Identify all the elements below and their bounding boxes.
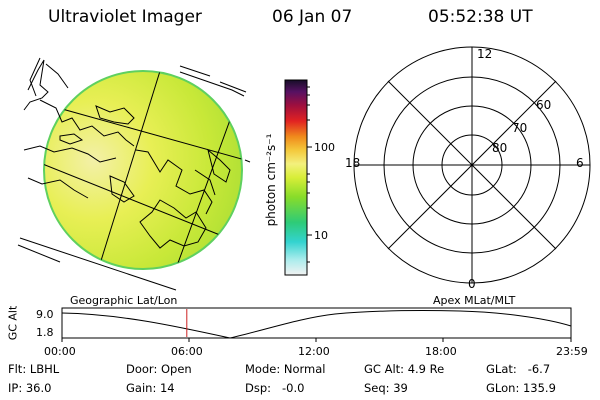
x-tick-1200: 12:00: [298, 345, 330, 358]
colorbar-gradient: [284, 79, 308, 276]
y-tick-1_8: 1.8: [36, 326, 54, 339]
glon-status: GLon: 135.9: [486, 381, 556, 395]
earth-limb: [43, 70, 243, 270]
mlt-label-6: 6: [576, 156, 584, 170]
x-tick-0000: 00:00: [44, 345, 76, 358]
altitude-curve: [61, 309, 572, 339]
gc-alt-status: GC Alt: 4.9 Re: [364, 362, 445, 376]
seq-status: Seq: 39: [364, 381, 408, 395]
coastlines: [23, 59, 245, 249]
gc-alt-axis-title: GC Alt: [6, 305, 20, 341]
altitude-timeline: [61, 307, 572, 342]
glat-status: GLat: -6.7: [486, 362, 551, 376]
x-tick-0600: 06:00: [171, 345, 203, 358]
graticule-outside: [17, 57, 251, 291]
date-label: 06 Jan 07: [272, 7, 353, 27]
gain-status: Gain: 14: [126, 381, 175, 395]
x-tick-2359: 23:59: [556, 345, 588, 358]
earth-disk: [44, 71, 242, 269]
instrument-title: Ultraviolet Imager: [48, 7, 202, 27]
ip-status: IP: 36.0: [8, 381, 52, 395]
door-status: Door: Open: [126, 362, 192, 376]
geographic-latlon-title: Geographic Lat/Lon: [70, 294, 178, 307]
lat-label-60: 60: [536, 98, 552, 112]
colorbar: [284, 79, 312, 276]
time-label: 05:52:38 UT: [428, 7, 533, 27]
apex-mlat-mlt-title: Apex MLat/MLT: [433, 294, 516, 307]
dsp-status: Dsp: -0.0: [245, 381, 305, 395]
timeline-ticks: [61, 338, 572, 342]
filter-status: Flt: LBHL: [8, 362, 60, 376]
colorbar-minor-ticks: [307, 86, 310, 263]
polar-grid: [353, 46, 591, 284]
mlt-label-12: 12: [477, 47, 493, 61]
colorbar-tick-10: 10: [314, 229, 328, 242]
y-tick-9: 9.0: [36, 308, 54, 321]
mlt-label-0: 0: [468, 277, 476, 291]
mlt-label-18: 18: [345, 156, 361, 170]
colorbar-tick-100: 100: [314, 141, 335, 154]
lat-label-70: 70: [512, 121, 528, 135]
colorbar-unit-label: photon cm⁻²s⁻¹: [264, 133, 278, 227]
x-tick-1800: 18:00: [425, 345, 457, 358]
uv-image-panel: [17, 57, 251, 291]
mode-status: Mode: Normal: [245, 362, 326, 376]
lat-label-80: 80: [492, 141, 508, 155]
